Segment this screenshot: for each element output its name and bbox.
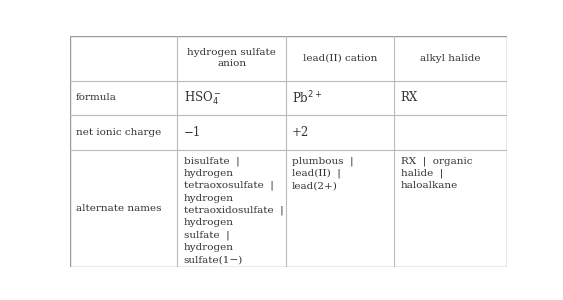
Text: net ionic charge: net ionic charge — [76, 128, 161, 137]
Text: formula: formula — [76, 94, 117, 103]
Text: lead(II) cation: lead(II) cation — [303, 54, 377, 63]
Text: plumbous  |
lead(II)  |
lead(2+): plumbous | lead(II) | lead(2+) — [292, 156, 354, 190]
Text: +2: +2 — [292, 126, 309, 139]
Text: RX  |  organic
halide  |
haloalkane: RX | organic halide | haloalkane — [400, 156, 472, 190]
Text: −1: −1 — [184, 126, 201, 139]
Text: Pb$^{2+}$: Pb$^{2+}$ — [292, 90, 323, 106]
Text: HSO$_4^-$: HSO$_4^-$ — [184, 89, 221, 107]
Text: hydrogen sulfate
anion: hydrogen sulfate anion — [187, 48, 276, 68]
Text: bisulfate  |
hydrogen
tetraoxosulfate  |
hydrogen
tetraoxidosulfate  |
hydrogen
: bisulfate | hydrogen tetraoxosulfate | h… — [184, 156, 283, 264]
Text: alternate names: alternate names — [76, 204, 162, 213]
Text: RX: RX — [400, 92, 418, 104]
Text: alkyl halide: alkyl halide — [420, 54, 481, 63]
